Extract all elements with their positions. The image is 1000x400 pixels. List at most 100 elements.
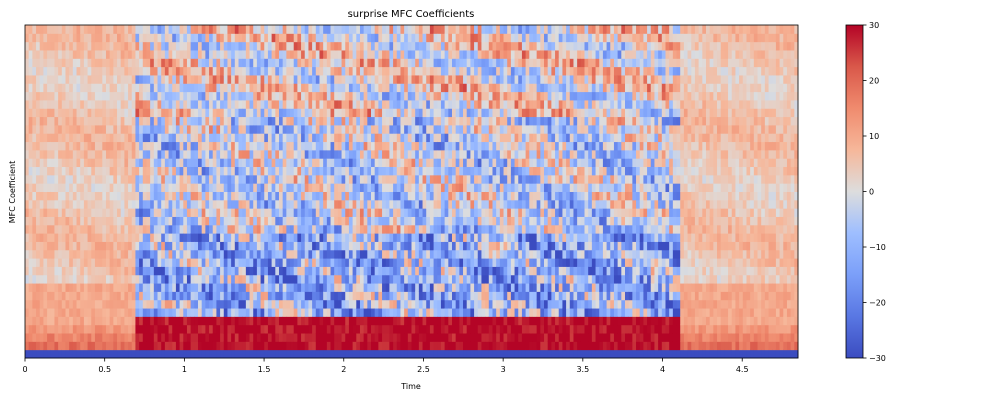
heatmap-cell [179, 25, 184, 34]
heatmap-cell [389, 58, 394, 68]
heatmap-cell [271, 183, 276, 192]
heatmap-cell [407, 91, 412, 101]
heatmap-cell [367, 91, 372, 101]
heatmap-cell [301, 308, 306, 317]
heatmap-cell [227, 166, 232, 176]
heatmap-cell [293, 74, 298, 84]
heatmap-cell [367, 133, 372, 143]
heatmap-cell [179, 116, 184, 126]
heatmap-cell [83, 274, 89, 284]
heatmap-cell [312, 99, 317, 109]
heatmap-cell [463, 249, 468, 259]
heatmap-cell [32, 299, 37, 309]
heatmap-cell [415, 341, 420, 351]
heatmap-cell [341, 324, 346, 334]
heatmap-cell [293, 183, 298, 192]
heatmap-cell [459, 99, 464, 109]
heatmap-cell [426, 174, 431, 184]
heatmap-cell [334, 233, 339, 242]
heatmap-cell [382, 116, 387, 126]
heatmap-cell [256, 49, 262, 59]
heatmap-cell [227, 33, 232, 43]
heatmap-cell [238, 341, 243, 351]
heatmap-cell [172, 266, 177, 276]
heatmap-cell [363, 224, 368, 234]
heatmap-cell [433, 208, 438, 217]
heatmap-cell [25, 91, 30, 101]
heatmap-cell [175, 191, 181, 201]
heatmap-cell [341, 341, 346, 351]
heatmap-cell [282, 133, 287, 143]
heatmap-cell [172, 91, 177, 101]
heatmap-cell [477, 324, 482, 334]
heatmap-cell [348, 174, 354, 184]
heatmap-cell [400, 141, 405, 151]
heatmap-cell [304, 208, 309, 217]
heatmap-cell [87, 324, 92, 334]
heatmap-cell [201, 33, 206, 43]
heatmap-cell [326, 166, 332, 176]
heatmap-cell [172, 33, 177, 43]
heatmap-cell [367, 299, 372, 309]
heatmap-cell [43, 266, 48, 276]
heatmap-cell [58, 241, 63, 251]
heatmap-cell [109, 341, 114, 351]
heatmap-cell [172, 308, 177, 317]
heatmap-cell [304, 233, 309, 242]
heatmap-cell [463, 91, 468, 101]
heatmap-cell [212, 341, 217, 351]
heatmap-cell [109, 241, 114, 251]
heatmap-cell [448, 191, 453, 201]
heatmap-cell [411, 283, 416, 292]
heatmap-cell [451, 191, 457, 201]
heatmap-cell [87, 208, 92, 217]
heatmap-cell [201, 49, 206, 59]
heatmap-cell [334, 133, 339, 143]
heatmap-cell [330, 241, 335, 251]
heatmap-cell [437, 116, 442, 126]
heatmap-cell [374, 266, 379, 276]
heatmap-cell [245, 191, 251, 201]
heatmap-cell [348, 58, 354, 68]
heatmap-cell [371, 25, 376, 34]
heatmap-cell [404, 49, 409, 59]
heatmap-cell [444, 149, 449, 159]
heatmap-cell [109, 25, 114, 34]
heatmap-cell [348, 316, 354, 326]
heatmap-cell [201, 208, 206, 217]
heatmap-cell [131, 316, 136, 326]
heatmap-cell [183, 308, 188, 317]
heatmap-cell [267, 141, 273, 151]
heatmap-cell [304, 299, 309, 309]
heatmap-cell [396, 74, 401, 84]
heatmap-cell [245, 316, 251, 326]
heatmap-cell [470, 49, 475, 59]
heatmap-cell [367, 249, 372, 259]
heatmap-cell [172, 174, 177, 184]
heatmap-cell [470, 99, 475, 109]
heatmap-cell [135, 191, 140, 201]
heatmap-cell [418, 124, 424, 134]
heatmap-cell [231, 91, 236, 101]
heatmap-cell [28, 83, 33, 93]
heatmap-cell [249, 299, 254, 309]
heatmap-cell [69, 158, 74, 168]
heatmap-cell [83, 108, 89, 118]
heatmap-cell [282, 249, 287, 259]
heatmap-cell [87, 124, 92, 134]
heatmap-cell [345, 208, 350, 217]
heatmap-cell [142, 91, 147, 101]
heatmap-cell [422, 141, 427, 151]
heatmap-cell [278, 33, 284, 43]
heatmap-cell [315, 249, 320, 259]
heatmap-cell [98, 174, 103, 184]
heatmap-cell [389, 316, 394, 326]
heatmap-cell [39, 99, 44, 109]
heatmap-cell [201, 116, 206, 126]
heatmap-cell [264, 333, 269, 342]
heatmap-cell [470, 266, 475, 276]
heatmap-cell [54, 249, 59, 259]
heatmap-cell [83, 99, 89, 109]
heatmap-cell [172, 41, 177, 51]
heatmap-cell [385, 174, 390, 184]
